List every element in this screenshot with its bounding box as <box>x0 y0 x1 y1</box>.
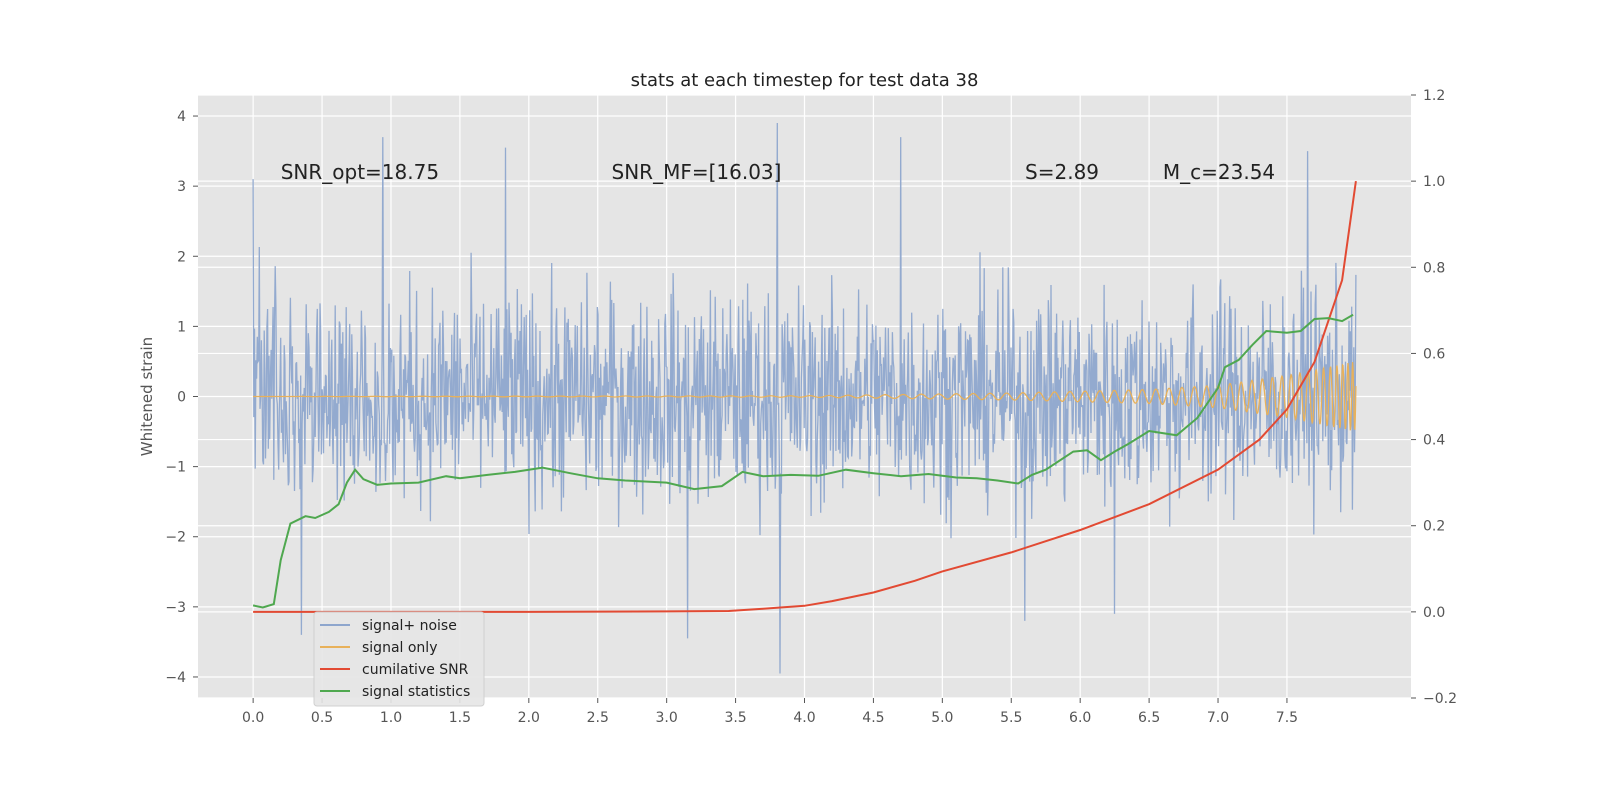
y-tick-label: 2 <box>177 249 186 265</box>
signal-noise-series <box>252 122 1357 674</box>
x-tick-label: 2.0 <box>518 710 540 726</box>
annotation-text: S=2.89 <box>1025 160 1099 184</box>
y-tick-label: −2 <box>165 530 186 546</box>
cumulative-snr-series <box>253 180 1357 613</box>
annotation-text: M_c=23.54 <box>1163 160 1275 184</box>
y-tick-label: 4 <box>177 109 186 125</box>
y-axis-label: Whitened strain <box>138 337 156 456</box>
y2-tick-label: 1.2 <box>1423 88 1445 104</box>
signal-only-line <box>253 362 1357 431</box>
y2-tick-label: −0.2 <box>1423 691 1457 707</box>
y-tick-label: 3 <box>177 179 186 195</box>
x-tick-label: 6.5 <box>1138 710 1160 726</box>
signal-noise-line <box>252 122 1357 674</box>
cumulative-snr-line <box>253 180 1357 613</box>
x-tick-label: 5.0 <box>931 710 953 726</box>
legend: signal+ noise signal only cumilative SNR si… <box>313 611 485 707</box>
annotations: SNR_opt=18.75 SNR_MF=[16.03] S=2.89 M_c=23.… <box>281 160 1275 184</box>
y-tick-label: 1 <box>177 319 186 335</box>
y2-tick-label: 0.6 <box>1423 346 1445 362</box>
x-axis-ticks: 0.0 0.5 1.0 1.5 2.0 2.5 3.0 3.5 4.0 4.5 5.0 5.5 6.0 6… <box>242 698 1298 726</box>
signal-statistics-series <box>252 313 1354 609</box>
x-tick-label: 6.0 <box>1069 710 1091 726</box>
legend-label: signal+ noise <box>362 618 457 634</box>
signal-statistics-line <box>252 313 1354 609</box>
x-tick-label: 3.0 <box>656 710 678 726</box>
y-tick-label: 0 <box>177 390 186 406</box>
x-tick-label: 0.5 <box>311 710 333 726</box>
legend-label: signal only <box>362 640 437 656</box>
x-tick-label: 7.0 <box>1207 710 1229 726</box>
y2-axis-ticks: 1.2 1.0 0.8 0.6 0.4 0.2 0.0 −0.2 <box>1411 88 1457 707</box>
legend-box <box>313 611 485 707</box>
x-tick-label: 1.5 <box>449 710 471 726</box>
x-tick-label: 0.0 <box>242 710 264 726</box>
annotation-text: SNR_opt=18.75 <box>281 160 439 184</box>
y2-tick-label: 0.4 <box>1423 433 1445 449</box>
x-tick-label: 4.5 <box>862 710 884 726</box>
y-tick-label: −3 <box>165 600 186 616</box>
legend-label: signal statistics <box>362 684 470 700</box>
y-tick-label: −4 <box>165 670 186 686</box>
x-tick-label: 1.0 <box>380 710 402 726</box>
chart-title: stats at each timestep for test data 38 <box>631 70 979 91</box>
x-tick-label: 5.5 <box>1000 710 1022 726</box>
x-tick-label: 3.5 <box>724 710 746 726</box>
signal-only-series <box>253 362 1357 431</box>
y2-tick-label: 0.2 <box>1423 519 1445 535</box>
y-axis-ticks: 4 3 2 1 0 −1 −2 −3 −4 <box>165 109 198 686</box>
y2-tick-label: 0.0 <box>1423 605 1445 621</box>
annotation-text: SNR_MF=[16.03] <box>612 160 782 184</box>
grid <box>198 94 1411 699</box>
y2-tick-label: 0.8 <box>1423 260 1445 276</box>
x-tick-label: 7.5 <box>1276 710 1298 726</box>
legend-label: cumilative SNR <box>362 662 469 678</box>
x-tick-label: 2.5 <box>587 710 609 726</box>
y-tick-label: −1 <box>165 460 186 476</box>
y2-tick-label: 1.0 <box>1423 174 1445 190</box>
x-tick-label: 4.0 <box>793 710 815 726</box>
